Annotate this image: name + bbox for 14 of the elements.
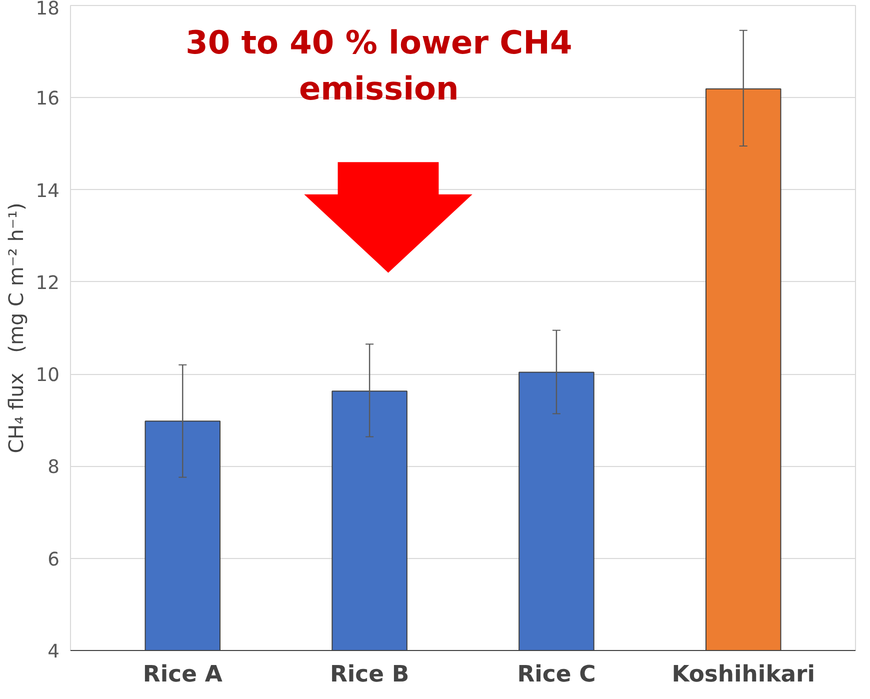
y-tick-label: 18 — [36, 0, 60, 20]
y-tick-label: 14 — [36, 180, 60, 202]
y-tick-label: 10 — [36, 365, 60, 386]
x-tick-label: Rice C — [517, 662, 596, 688]
y-tick-label: 8 — [48, 457, 60, 478]
y-tick-label: 16 — [36, 88, 60, 110]
x-tick-label: Rice B — [330, 662, 410, 688]
y-tick-label: 4 — [48, 642, 60, 662]
y-tick-label: 12 — [36, 272, 60, 294]
annotation: 30 to 40 % lower CH4 emission — [186, 23, 572, 108]
x-tick-label: Rice A — [142, 662, 223, 688]
y-tick-label: 6 — [48, 549, 60, 570]
x-tick-label: Koshihikari — [672, 662, 816, 688]
y-axis-title: CH₄ flux (mg C m⁻² h⁻¹) — [4, 202, 28, 454]
